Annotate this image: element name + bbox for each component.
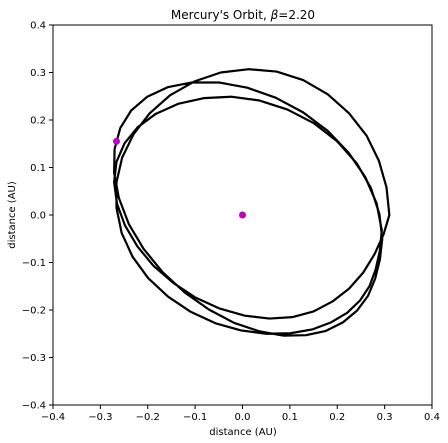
sun-marker: [239, 212, 246, 219]
x-tick-label: −0.2: [136, 412, 160, 423]
x-tick-label: 0.4: [424, 412, 440, 423]
x-tick-label: −0.1: [183, 412, 207, 423]
x-tick-label: 0.0: [235, 412, 251, 423]
x-tick-label: 0.3: [377, 412, 393, 423]
mercury-marker: [113, 138, 120, 145]
y-tick-label: 0.1: [30, 163, 46, 174]
chart-title: Mercury's Orbit, β=2.20: [171, 8, 315, 22]
y-tick-label: 0.4: [30, 21, 46, 32]
y-tick-label: −0.4: [22, 401, 46, 412]
x-tick-label: −0.4: [41, 412, 65, 423]
x-tick-label: −0.3: [88, 412, 112, 423]
y-tick-label: −0.2: [22, 306, 46, 317]
x-axis-label: distance (AU): [209, 427, 277, 438]
y-tick-label: 0.2: [30, 116, 46, 127]
y-tick-label: −0.3: [22, 353, 46, 364]
y-tick-label: 0.3: [30, 68, 46, 79]
y-axis-label: distance (AU): [7, 181, 18, 249]
x-tick-label: 0.1: [282, 412, 298, 423]
y-tick-label: −0.1: [22, 258, 46, 269]
y-tick-label: 0.0: [30, 211, 46, 222]
x-tick-label: 0.2: [329, 412, 345, 423]
